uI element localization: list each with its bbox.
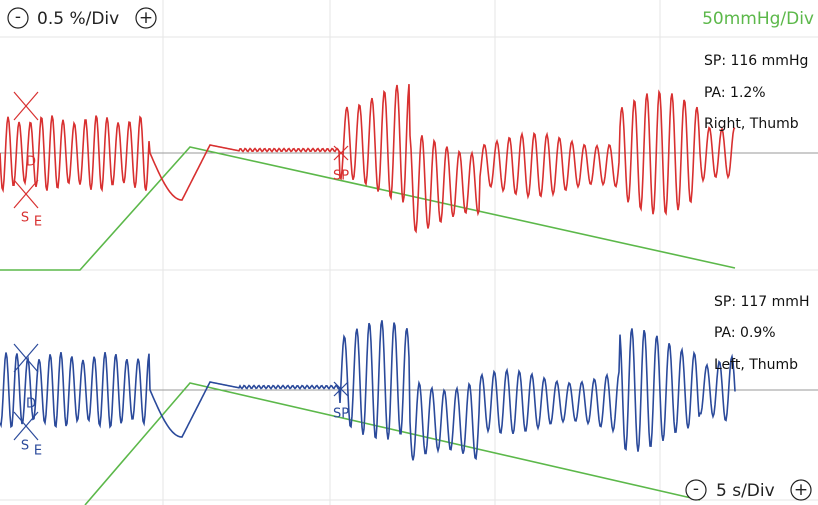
pulse-waveform (0, 84, 736, 234)
pressure-scale: 50mmHg/Div (702, 9, 814, 29)
button-label: + (139, 8, 153, 28)
marker-label: D (26, 397, 36, 412)
pulse-waveform (0, 320, 736, 461)
systolic-pressure: SP: 117 mmH (714, 294, 809, 310)
pressure-trace (0, 146, 736, 271)
pulse-amplitude: PA: 1.2% (704, 85, 766, 101)
pulse-amplitude: PA: 0.9% (714, 325, 776, 341)
zoom-out-button[interactable]: - (7, 7, 29, 29)
pressure-trace (84, 382, 701, 505)
time-in-button[interactable]: + (790, 479, 812, 501)
markers (13, 91, 349, 209)
marker-label: E (34, 444, 42, 459)
zoom-in-button[interactable]: + (135, 7, 157, 29)
time-out-button[interactable]: - (685, 479, 707, 501)
marker-label: E (34, 215, 42, 230)
button-label: - (693, 479, 699, 499)
button-label: - (15, 7, 21, 27)
time-scale: 5 s/Div (716, 481, 775, 501)
sp-marker: SP (333, 169, 349, 184)
site: Left, Thumb (714, 357, 798, 373)
waveforms (0, 84, 736, 461)
button-label: + (794, 480, 808, 500)
marker-label: D (26, 155, 36, 170)
marker-label: S (21, 439, 29, 454)
marker-label: S (21, 211, 29, 226)
sp-marker: SP (333, 407, 349, 422)
markers (13, 343, 349, 441)
site: Right, Thumb (704, 116, 799, 132)
systolic-pressure: SP: 116 mmHg (704, 53, 808, 69)
amplitude-scale: 0.5 %/Div (37, 9, 119, 29)
